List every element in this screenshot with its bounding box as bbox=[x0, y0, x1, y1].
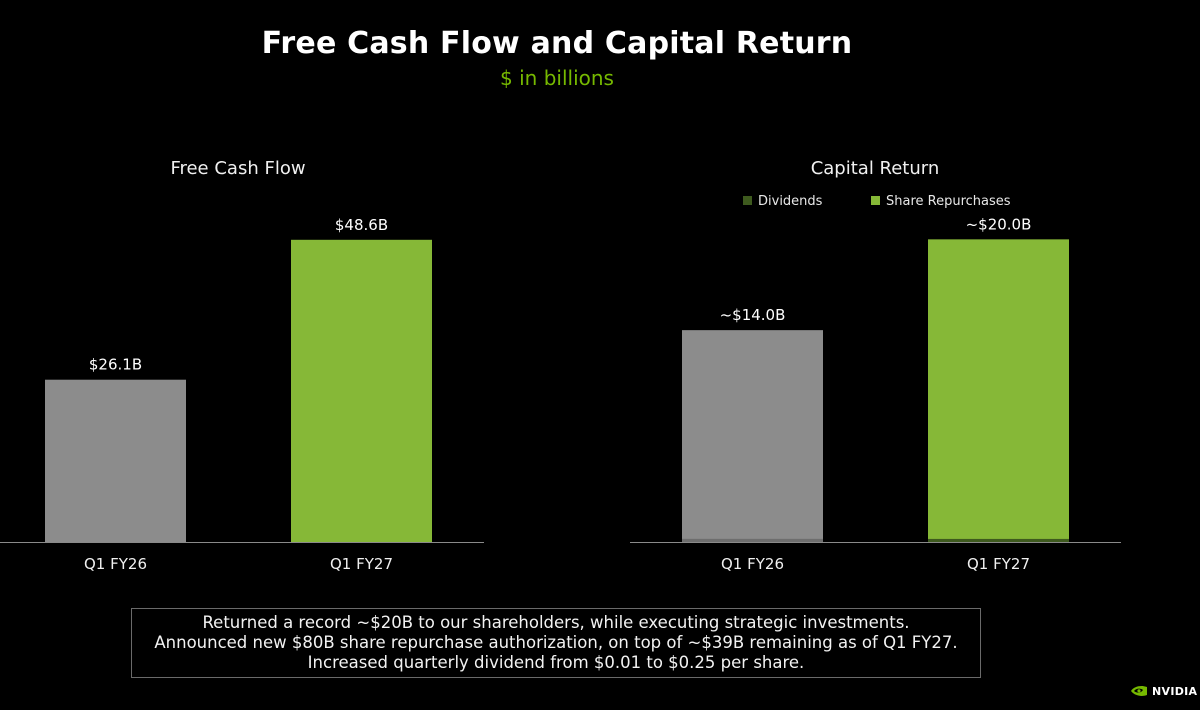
x-tick-label: Q1 FY27 bbox=[967, 555, 1030, 573]
page-subtitle: $ in billions bbox=[500, 66, 614, 90]
data-label: ~$20.0B bbox=[966, 215, 1032, 233]
x-tick-label: Q1 FY26 bbox=[84, 555, 147, 573]
bar-segment-dividends bbox=[682, 538, 823, 542]
data-label: $26.1B bbox=[89, 356, 142, 374]
data-label: ~$14.0B bbox=[720, 306, 786, 324]
bar-segment-share-repurchases bbox=[928, 239, 1069, 539]
x-tick-label: Q1 FY27 bbox=[330, 555, 393, 573]
nvidia-logo: NVIDIA bbox=[1130, 684, 1197, 698]
callout-line: Increased quarterly dividend from $0.01 … bbox=[307, 653, 805, 672]
callout-line: Returned a record ~$20B to our sharehold… bbox=[202, 613, 910, 632]
summary-callout: Returned a record ~$20B to our sharehold… bbox=[131, 608, 981, 678]
legend-label: Dividends bbox=[758, 194, 823, 209]
chart-title: Free Cash Flow bbox=[170, 158, 305, 179]
page-title: Free Cash Flow and Capital Return bbox=[261, 26, 853, 61]
legend-swatch bbox=[743, 196, 752, 205]
logo-text: NVIDIA bbox=[1152, 684, 1198, 698]
x-tick-label: Q1 FY26 bbox=[721, 555, 784, 573]
chart-title: Capital Return bbox=[811, 158, 940, 179]
legend-swatch bbox=[871, 196, 880, 205]
callout-line: Announced new $80B share repurchase auth… bbox=[154, 633, 958, 652]
legend-label: Share Repurchases bbox=[886, 194, 1011, 209]
nvidia-eye-icon bbox=[1131, 686, 1147, 696]
bar-segment-share-repurchases bbox=[682, 330, 823, 539]
charts-area: Free Cash Flow $26.1B Q1 FY26 $48.6B Q1 FY27… bbox=[0, 158, 1121, 573]
bar-segment-dividends bbox=[928, 538, 1069, 542]
data-label: $48.6B bbox=[335, 216, 388, 234]
bar bbox=[291, 239, 432, 542]
bar bbox=[45, 379, 186, 542]
